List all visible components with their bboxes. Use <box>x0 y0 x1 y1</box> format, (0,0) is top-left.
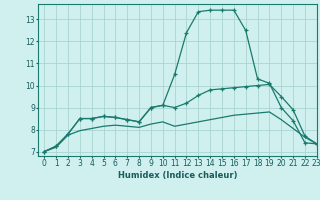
X-axis label: Humidex (Indice chaleur): Humidex (Indice chaleur) <box>118 171 237 180</box>
